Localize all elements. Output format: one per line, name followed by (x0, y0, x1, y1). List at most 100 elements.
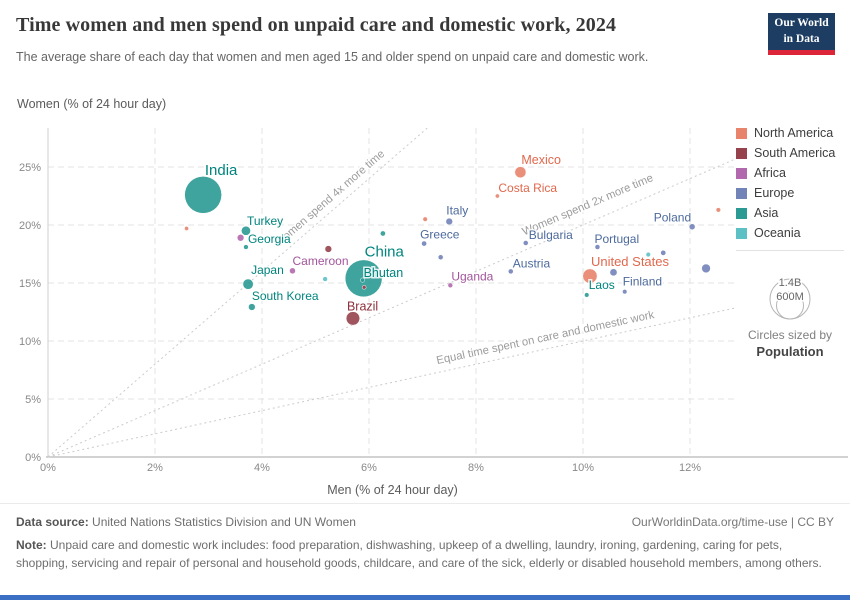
data-point[interactable] (361, 285, 367, 290)
country-label[interactable]: Laos (587, 276, 616, 293)
country-label[interactable]: Finland (621, 273, 663, 290)
legend-swatch-icon (736, 147, 747, 159)
data-point[interactable] (609, 268, 618, 277)
data-point[interactable] (445, 217, 453, 226)
country-label[interactable]: Austria (511, 255, 552, 272)
x-tick-label: 6% (361, 462, 377, 474)
data-point[interactable] (508, 268, 514, 275)
data-point[interactable] (324, 245, 332, 253)
legend-label: Africa (754, 166, 786, 180)
data-point[interactable] (345, 311, 361, 326)
country-label[interactable]: Turkey (245, 212, 284, 229)
data-point[interactable] (437, 254, 444, 260)
scatter-plot[interactable]: 0%5%10%15%20%25%0% 2% 4% 6% 8% 10% 12%Women sp… (0, 110, 850, 505)
data-point[interactable] (594, 244, 601, 250)
legend-label: North America (754, 126, 834, 140)
legend-swatch-icon (736, 207, 747, 219)
legend-item-africa[interactable]: Africa (736, 166, 844, 180)
data-point[interactable] (422, 216, 428, 222)
x-axis-title: Men (% of 24 hour day) (327, 483, 458, 497)
chart-footer: Data source: United Nations Statistics D… (0, 503, 850, 572)
y-tick-label: 0% (25, 452, 41, 464)
country-label[interactable]: United States (589, 253, 671, 271)
data-point[interactable] (701, 263, 711, 274)
note-label: Note: (16, 538, 47, 552)
country-label[interactable]: Mexico (520, 152, 563, 169)
data-point[interactable] (645, 252, 651, 258)
country-label[interactable]: Bhutan (362, 265, 405, 282)
legend-label: Europe (754, 186, 795, 200)
y-tick-label: 15% (19, 278, 41, 290)
y-tick-label: 20% (19, 220, 41, 232)
y-tick-label: 25% (19, 162, 41, 174)
page-title: Time women and men spend on unpaid care … (16, 14, 617, 36)
legend-swatch-icon (736, 127, 747, 139)
data-source-text: United Nations Statistics Division and U… (88, 515, 356, 529)
reference-line (47, 307, 738, 458)
size-legend: 1.4B 600M Circles sized by Population (736, 250, 844, 359)
data-point[interactable] (242, 278, 254, 290)
data-point[interactable] (715, 207, 721, 213)
legend-item-south-america[interactable]: South America (736, 146, 844, 160)
reference-line (47, 127, 428, 458)
owid-logo-line1: Our World (774, 16, 829, 29)
legend-label: Oceania (754, 226, 801, 240)
country-label[interactable]: Bulgaria (527, 226, 574, 243)
legend-swatch-icon (736, 187, 747, 199)
country-label[interactable]: Portugal (593, 231, 641, 248)
size-legend-big-value: 1.4B (779, 277, 802, 289)
note-text: Unpaid care and domestic work includes: … (16, 538, 822, 570)
y-axis-title: Women (% of 24 hour day) (17, 97, 167, 111)
owid-logo[interactable]: Our World in Data (768, 13, 835, 55)
data-point[interactable] (289, 267, 296, 275)
chart-subtitle: The average share of each day that women… (16, 50, 649, 64)
data-point[interactable] (622, 289, 628, 295)
data-point[interactable] (236, 234, 245, 242)
data-point[interactable] (241, 225, 251, 236)
data-point[interactable] (421, 240, 427, 247)
data-point[interactable] (184, 226, 189, 231)
data-point[interactable] (380, 230, 386, 237)
legend-item-oceania[interactable]: Oceania (736, 226, 844, 240)
x-tick-label: 0% (40, 462, 56, 474)
legend-swatch-icon (736, 167, 747, 179)
reference-line-label: Equal time spent on care and domestic wo… (435, 309, 655, 367)
country-label[interactable]: South Korea (250, 288, 320, 305)
legend-item-north-america[interactable]: North America (736, 126, 844, 140)
data-point[interactable] (582, 268, 598, 284)
country-label[interactable]: Cameroon (291, 252, 350, 269)
country-label[interactable]: Costa Rica (497, 180, 559, 197)
data-point[interactable] (495, 193, 500, 199)
legend-label: Asia (754, 206, 779, 220)
country-label[interactable]: Brazil (345, 298, 379, 315)
data-point[interactable] (447, 282, 453, 288)
data-point[interactable] (584, 292, 590, 298)
data-point[interactable] (523, 240, 529, 246)
legend-label: South America (754, 146, 836, 160)
data-point[interactable] (248, 303, 256, 311)
data-point[interactable] (184, 176, 222, 214)
data-point[interactable] (660, 249, 667, 256)
data-point[interactable] (243, 244, 249, 250)
data-point[interactable] (514, 166, 527, 179)
owid-link[interactable]: OurWorldinData.org/time-use | CC BY (631, 515, 834, 529)
country-label[interactable]: Poland (652, 209, 692, 226)
country-label[interactable]: Greece (419, 226, 462, 243)
data-point[interactable] (360, 277, 366, 283)
legend-item-asia[interactable]: Asia (736, 206, 844, 220)
y-tick-label: 5% (25, 394, 41, 406)
country-label[interactable]: China (363, 242, 406, 262)
data-point[interactable] (322, 276, 328, 282)
continent-legend: North America South America Africa Europ… (736, 126, 844, 359)
country-label[interactable]: India (203, 160, 239, 180)
country-label[interactable]: Italy (445, 202, 470, 219)
legend-item-europe[interactable]: Europe (736, 186, 844, 200)
data-point[interactable] (688, 223, 696, 230)
x-tick-label: 10% (572, 462, 594, 474)
country-label[interactable]: Georgia (246, 231, 292, 248)
country-label[interactable]: Uganda (450, 268, 495, 285)
x-tick-label: 2% (147, 462, 163, 474)
country-label[interactable]: Japan (250, 262, 286, 279)
x-tick-label: 4% (254, 462, 270, 474)
